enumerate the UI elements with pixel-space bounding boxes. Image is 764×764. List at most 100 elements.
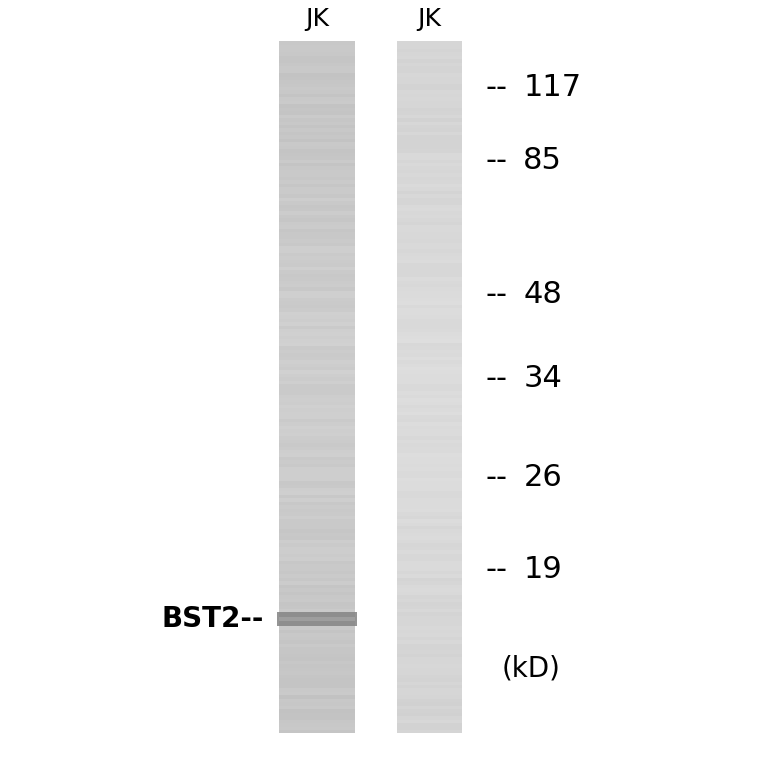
Bar: [279, 293, 355, 298]
Bar: [397, 726, 462, 730]
Bar: [279, 715, 355, 720]
Bar: [397, 79, 462, 83]
Bar: [279, 96, 355, 101]
Bar: [397, 256, 462, 260]
Bar: [397, 363, 462, 367]
Bar: [279, 118, 355, 121]
Bar: [397, 252, 462, 257]
Bar: [397, 86, 462, 90]
Bar: [279, 218, 355, 222]
Bar: [279, 449, 355, 453]
Bar: [397, 225, 462, 228]
Bar: [279, 370, 355, 374]
Bar: [279, 252, 355, 257]
Bar: [279, 581, 355, 584]
Bar: [279, 425, 355, 429]
Bar: [279, 691, 355, 695]
Bar: [279, 481, 355, 484]
Bar: [397, 639, 462, 643]
Bar: [397, 722, 462, 727]
Bar: [397, 397, 462, 402]
Bar: [397, 698, 462, 702]
Text: JK: JK: [417, 7, 442, 31]
Bar: [279, 329, 355, 332]
Bar: [397, 342, 462, 346]
Bar: [397, 329, 462, 332]
Bar: [397, 266, 462, 270]
Bar: [279, 588, 355, 591]
Bar: [397, 349, 462, 353]
Bar: [397, 204, 462, 208]
Bar: [397, 180, 462, 184]
Bar: [279, 311, 355, 315]
Bar: [397, 280, 462, 284]
Bar: [397, 404, 462, 409]
Bar: [397, 345, 462, 350]
Bar: [397, 553, 462, 557]
Bar: [279, 546, 355, 550]
Bar: [279, 300, 355, 305]
Bar: [397, 322, 462, 325]
Bar: [397, 190, 462, 194]
Bar: [397, 674, 462, 678]
Bar: [397, 93, 462, 97]
Bar: [279, 211, 355, 215]
Bar: [397, 286, 462, 291]
Bar: [277, 612, 357, 626]
Bar: [279, 318, 355, 322]
Bar: [279, 204, 355, 208]
Bar: [397, 667, 462, 672]
Bar: [397, 411, 462, 416]
Bar: [397, 563, 462, 568]
Bar: [397, 601, 462, 606]
Bar: [279, 681, 355, 685]
Bar: [397, 128, 462, 132]
Bar: [279, 304, 355, 308]
Bar: [279, 667, 355, 672]
Bar: [397, 612, 462, 616]
Bar: [397, 556, 462, 561]
Bar: [397, 311, 462, 315]
Bar: [397, 152, 462, 156]
Bar: [397, 141, 462, 146]
Bar: [397, 649, 462, 654]
Bar: [279, 674, 355, 678]
Bar: [279, 128, 355, 132]
Bar: [397, 487, 462, 491]
Bar: [397, 307, 462, 312]
Bar: [279, 432, 355, 436]
Text: --: --: [485, 555, 507, 584]
Bar: [397, 577, 462, 581]
Bar: [397, 508, 462, 512]
Bar: [279, 93, 355, 97]
Bar: [397, 297, 462, 301]
Bar: [279, 307, 355, 312]
Bar: [397, 656, 462, 661]
Bar: [397, 467, 462, 471]
Bar: [397, 415, 462, 419]
Bar: [397, 183, 462, 187]
Bar: [397, 100, 462, 104]
Bar: [279, 221, 355, 225]
Bar: [279, 526, 355, 529]
Bar: [397, 629, 462, 633]
Bar: [279, 636, 355, 640]
Bar: [279, 660, 355, 664]
Bar: [397, 176, 462, 180]
Bar: [397, 384, 462, 388]
Bar: [397, 335, 462, 339]
Bar: [397, 394, 462, 398]
Bar: [279, 79, 355, 83]
Bar: [279, 705, 355, 709]
Bar: [279, 494, 355, 498]
Bar: [279, 225, 355, 228]
Bar: [279, 490, 355, 495]
Bar: [397, 536, 462, 540]
Bar: [397, 373, 462, 377]
Bar: [397, 694, 462, 699]
Bar: [397, 691, 462, 695]
Bar: [279, 125, 355, 128]
Bar: [397, 539, 462, 543]
Bar: [397, 626, 462, 630]
Bar: [397, 155, 462, 160]
